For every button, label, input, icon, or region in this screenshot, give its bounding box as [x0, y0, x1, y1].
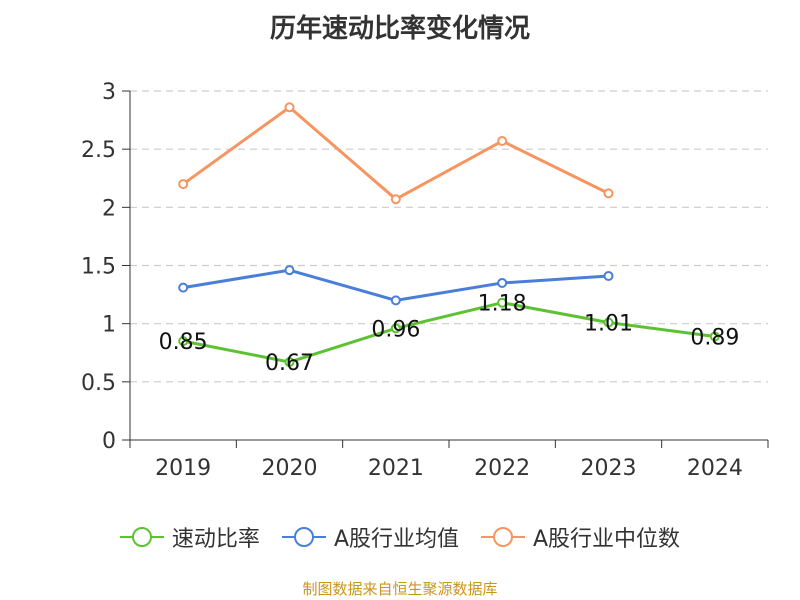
data-point-s1-2022 — [497, 277, 508, 288]
x-tick-label-2023: 2023 — [581, 456, 637, 481]
x-tick-label-2024: 2024 — [687, 456, 743, 481]
data-point-s1-2023 — [603, 270, 614, 281]
legend-marker-industry-median — [481, 527, 525, 547]
data-point-s0-2019 — [178, 336, 189, 347]
data-point-s2-2023 — [603, 188, 614, 199]
source-note: 制图数据来自恒生聚源数据库 — [302, 580, 498, 598]
data-point-s1-2020 — [284, 265, 295, 276]
data-point-s2-2021 — [390, 194, 401, 205]
y-tick-label-3: 1.5 — [81, 255, 116, 280]
data-point-s0-2024 — [709, 331, 720, 342]
legend-label-quick-ratio: 速动比率 — [171, 527, 260, 552]
data-label-2020: 0.67 — [265, 351, 314, 376]
x-tick-label-2022: 2022 — [474, 456, 530, 481]
data-point-s0-2021 — [390, 323, 401, 334]
legend-item-quick-ratio[interactable]: 速动比率 — [119, 521, 260, 553]
y-tick-label-2: 1 — [102, 313, 116, 338]
y-tick-label-4: 2 — [102, 196, 116, 221]
chart-title: 历年速动比率变化情况 — [269, 14, 530, 44]
y-tick-label-6: 3 — [102, 80, 116, 105]
legend-item-industry-median[interactable]: A股行业中位数 — [481, 521, 680, 553]
legend-label-industry-mean: A股行业均值 — [333, 527, 459, 552]
data-point-s0-2023 — [603, 317, 614, 328]
data-label-2021: 0.96 — [371, 317, 420, 342]
y-tick-label-0: 0 — [102, 429, 116, 454]
legend: 速动比率 A股行业均值 A股行业中位数 — [0, 520, 800, 554]
y-tick-label-1: 0.5 — [81, 371, 116, 396]
data-label-2022: 1.18 — [478, 292, 527, 317]
data-point-s1-2021 — [390, 295, 401, 306]
data-point-s1-2019 — [178, 282, 189, 293]
data-point-s0-2022 — [497, 297, 508, 308]
y-tick-label-5: 2.5 — [81, 138, 116, 163]
data-point-s2-2022 — [497, 136, 508, 147]
series-line-0 — [182, 301, 716, 364]
legend-item-industry-mean[interactable]: A股行业均值 — [281, 521, 459, 553]
legend-marker-industry-mean — [281, 527, 326, 547]
data-label-2019: 0.85 — [159, 330, 208, 355]
data-point-s0-2020 — [284, 357, 295, 368]
series-line-2 — [182, 105, 610, 201]
x-tick-label-2021: 2021 — [368, 456, 424, 481]
x-tick-label-2020: 2020 — [262, 456, 318, 481]
legend-marker-quick-ratio — [119, 527, 164, 547]
x-tick-label-2019: 2019 — [155, 456, 211, 481]
legend-label-industry-median: A股行业中位数 — [533, 527, 681, 552]
data-point-s2-2019 — [178, 179, 189, 190]
data-point-s2-2020 — [284, 102, 295, 113]
data-label-2023: 1.01 — [584, 312, 633, 337]
data-label-2024: 0.89 — [690, 325, 739, 350]
